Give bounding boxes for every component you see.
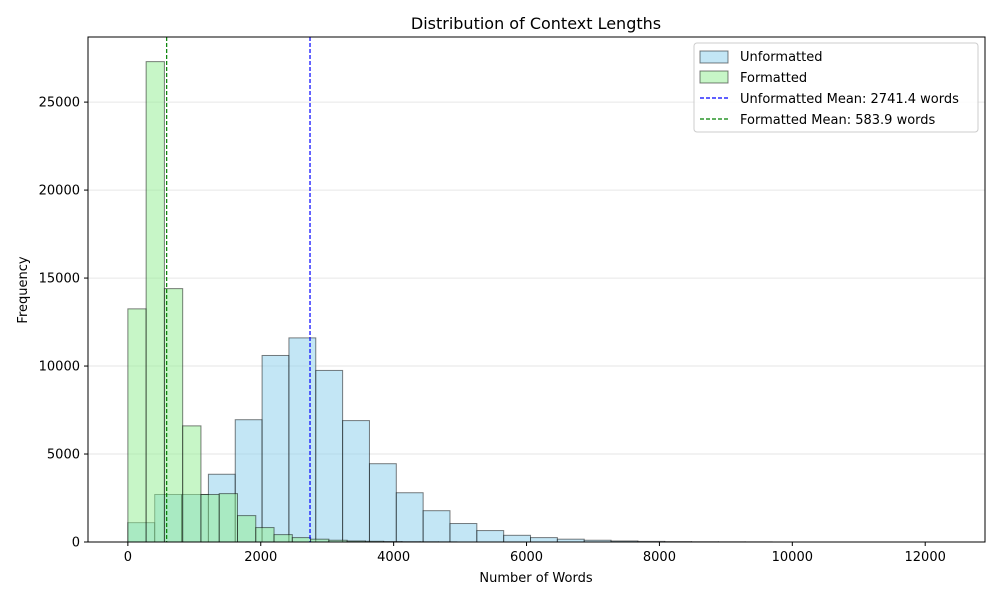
bar-unformatted bbox=[476, 530, 505, 543]
y-tick-label: 25000 bbox=[39, 96, 80, 111]
x-tick-label: 8000 bbox=[643, 550, 676, 565]
bar-formatted bbox=[127, 308, 147, 543]
legend-swatch-formatted bbox=[699, 70, 729, 84]
bar-formatted bbox=[237, 515, 257, 543]
y-ticks: 0 5000 10000 15000 20000 25000 bbox=[39, 96, 88, 551]
bar-formatted bbox=[145, 61, 165, 543]
chart-title: Distribution of Context Lengths bbox=[411, 14, 661, 33]
bar-formatted bbox=[255, 527, 275, 543]
y-tick-label: 10000 bbox=[39, 360, 80, 375]
legend-swatch-unformatted bbox=[699, 50, 729, 64]
bar-unformatted bbox=[342, 420, 370, 543]
bar-unformatted bbox=[288, 337, 317, 543]
bar-formatted bbox=[218, 493, 239, 543]
bar-unformatted bbox=[449, 523, 478, 543]
bar-unformatted bbox=[261, 354, 290, 543]
x-tick-label: 4000 bbox=[377, 550, 410, 565]
bars bbox=[127, 61, 773, 543]
bar-formatted bbox=[182, 425, 202, 543]
bar-unformatted bbox=[530, 537, 558, 543]
x-tick-label: 12000 bbox=[905, 550, 946, 565]
bar-unformatted bbox=[395, 492, 424, 543]
legend-label-unformatted: Unformatted bbox=[740, 50, 822, 65]
y-tick-label: 0 bbox=[72, 536, 80, 551]
x-axis-label: Number of Words bbox=[479, 571, 592, 586]
y-axis-label: Frequency bbox=[16, 256, 31, 323]
legend-frame bbox=[693, 42, 979, 133]
y-tick-label: 5000 bbox=[47, 448, 80, 463]
legend-label-unformatted-mean: Unformatted Mean: 2741.4 words bbox=[740, 92, 959, 107]
bar-formatted bbox=[200, 493, 220, 543]
bar-unformatted bbox=[422, 510, 451, 543]
legend-label-formatted: Formatted bbox=[740, 71, 807, 86]
bar-unformatted bbox=[315, 369, 344, 543]
bar-formatted bbox=[273, 534, 293, 543]
y-tick-label: 20000 bbox=[39, 184, 80, 199]
bar-unformatted bbox=[368, 463, 397, 543]
bar-formatted bbox=[291, 537, 312, 543]
legend-label-formatted-mean: Formatted Mean: 583.9 words bbox=[740, 113, 936, 128]
x-tick-label: 2000 bbox=[244, 550, 277, 565]
y-tick-label: 15000 bbox=[39, 272, 80, 287]
x-ticks: 0 2000 4000 6000 8000 10000 12000 bbox=[124, 542, 946, 565]
mean-lines bbox=[166, 37, 311, 542]
x-tick-label: 6000 bbox=[510, 550, 543, 565]
x-tick-label: 10000 bbox=[772, 550, 813, 565]
x-tick-label: 0 bbox=[124, 550, 132, 565]
legend: Unformatted Formatted Unformatted Mean: … bbox=[693, 42, 979, 133]
bar-unformatted bbox=[503, 534, 532, 543]
plot-frame bbox=[87, 36, 986, 543]
